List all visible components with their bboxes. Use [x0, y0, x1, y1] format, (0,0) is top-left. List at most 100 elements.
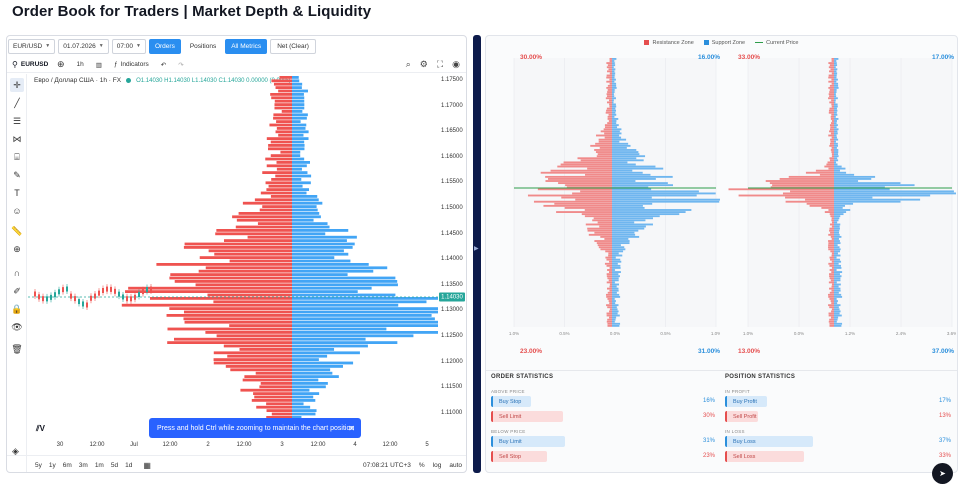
all-metrics-button[interactable]: All Metrics — [225, 38, 268, 54]
zoom-icon[interactable]: ⌕ — [405, 59, 411, 69]
positions-button[interactable]: Positions — [189, 42, 217, 50]
resistance-bar — [607, 91, 612, 93]
buy-volume-bar — [292, 249, 344, 253]
current-price-tag: 1.14030 — [439, 292, 465, 302]
telegram-icon: ➤ — [939, 469, 946, 478]
percent-toggle[interactable]: % — [418, 461, 425, 469]
fib-icon[interactable]: ☰ — [12, 115, 22, 126]
lock-drawing-icon[interactable]: ✐ — [13, 285, 21, 296]
log-toggle[interactable]: log — [432, 461, 442, 469]
date-picker[interactable]: 01.07.2026 ▼ — [58, 38, 109, 54]
settings-icon[interactable]: ⚙ — [419, 59, 428, 69]
trash-icon[interactable]: 🗑 — [11, 343, 23, 354]
symbol-select[interactable]: EUR/USD ▼ — [8, 38, 56, 54]
sell-volume-bar — [253, 392, 292, 395]
close-icon[interactable]: ✕ — [348, 423, 355, 433]
zoom-in-icon[interactable]: ⊕ — [13, 243, 21, 254]
sell-volume-bar — [247, 235, 292, 239]
buy-volume-bar — [292, 409, 317, 412]
resistance-bar — [829, 306, 834, 309]
sell-volume-bar — [257, 222, 292, 225]
support-bar — [834, 107, 837, 110]
support-bar — [612, 82, 617, 85]
support-bar — [834, 82, 839, 85]
support-bar — [612, 180, 636, 182]
range-1y-button[interactable]: 1y — [48, 461, 56, 469]
telegram-button[interactable]: ➤ — [932, 463, 953, 484]
range-3m-button[interactable]: 3m — [78, 461, 88, 469]
calendar-icon[interactable]: ▦ — [143, 460, 151, 470]
buy-volume-bar — [292, 259, 351, 263]
resistance-bar — [831, 58, 834, 60]
camera-icon[interactable]: ◉ — [452, 59, 460, 69]
candle-body — [90, 295, 92, 301]
support-bar — [612, 266, 621, 269]
lock-icon[interactable]: 🔒 — [11, 303, 23, 314]
price-axis[interactable]: 1.17500 1.17000 1.16500 1.16000 1.15500 1.150… — [438, 74, 466, 431]
range-6m-button[interactable]: 6m — [62, 461, 72, 469]
resistance-bar — [597, 153, 612, 156]
orders-button[interactable]: Orders — [148, 38, 181, 54]
resistance-bar — [828, 74, 834, 77]
compare-button[interactable]: ⊕ — [57, 59, 65, 70]
text-icon[interactable]: T — [14, 188, 20, 198]
resistance-bar — [606, 320, 612, 323]
emoji-icon[interactable]: ☺ — [12, 206, 22, 216]
resistance-bar — [829, 124, 834, 127]
panel-splitter[interactable]: ▶ — [473, 35, 481, 473]
net-clear-button[interactable]: Net (Clear) — [270, 38, 316, 54]
trend-line-icon[interactable]: ╱ — [14, 97, 20, 108]
clock-readout[interactable]: 07:08:21 UTC+3 — [362, 461, 411, 469]
resistance-bar — [575, 198, 612, 201]
magnet-icon[interactable]: ∩ — [13, 268, 21, 278]
ruler-icon[interactable]: 📏 — [11, 225, 23, 236]
brush-icon[interactable]: ✎ — [13, 169, 21, 180]
candle-body — [66, 286, 68, 292]
resistance-bar — [831, 120, 834, 122]
resistance-bar — [826, 163, 834, 166]
crosshair-icon[interactable]: ✛ — [10, 78, 24, 92]
auto-toggle[interactable]: auto — [449, 461, 462, 469]
price-chart[interactable] — [28, 74, 438, 431]
resistance-bar — [829, 213, 834, 216]
buy-volume-bar — [292, 235, 357, 239]
buy-volume-bar — [292, 344, 368, 348]
undo-button[interactable]: ↶ — [161, 61, 166, 69]
price-tick-label: 1.13500 — [441, 281, 463, 288]
support-bar — [834, 130, 838, 133]
range-5d-button[interactable]: 5d — [110, 461, 119, 469]
support-bar — [834, 126, 837, 129]
range-1d-button[interactable]: 1d — [125, 461, 133, 469]
eye-icon[interactable]: 👁 — [11, 321, 23, 332]
support-bar — [834, 161, 837, 164]
resistance-bar — [543, 204, 612, 207]
redo-button[interactable]: ↷ — [178, 61, 183, 69]
stats-bar: Buy Loss — [725, 436, 813, 447]
resistance-bar — [545, 180, 612, 182]
support-bar — [834, 124, 838, 127]
range-1m-button[interactable]: 1m — [94, 461, 104, 469]
time-select[interactable]: 07:00 ▼ — [111, 38, 146, 54]
pattern-icon[interactable]: ⋈ — [12, 133, 22, 144]
interval-button[interactable]: 1h — [76, 61, 84, 68]
resistance-swatch — [644, 40, 650, 46]
range-5y-button[interactable]: 5y — [35, 461, 42, 469]
support-bar — [612, 78, 616, 81]
projection-icon[interactable]: ⌸ — [14, 151, 20, 162]
support-bar — [834, 246, 840, 249]
buy-volume-bar — [292, 378, 319, 382]
time-axis[interactable]: 30 12:00 Jul 12:00 2 12:00 3 12:00 4 12:00 5 — [28, 442, 438, 452]
symbol-search[interactable]: ⚲ EURUSD — [7, 60, 51, 69]
indicators-button[interactable]: ƒ Indicators — [114, 61, 149, 68]
resistance-bar — [558, 182, 612, 185]
layers-icon[interactable]: ◈ — [12, 446, 19, 456]
resistance-bar — [829, 229, 834, 232]
support-bar — [612, 312, 618, 315]
candle-body — [54, 292, 56, 298]
sell-volume-bar — [279, 76, 292, 79]
support-bar — [612, 285, 617, 288]
support-swatch — [703, 40, 709, 46]
chart-type-button[interactable]: ▥ — [96, 61, 102, 69]
resistance-bar — [609, 103, 612, 106]
fullscreen-icon[interactable]: ⛶ — [436, 59, 444, 69]
